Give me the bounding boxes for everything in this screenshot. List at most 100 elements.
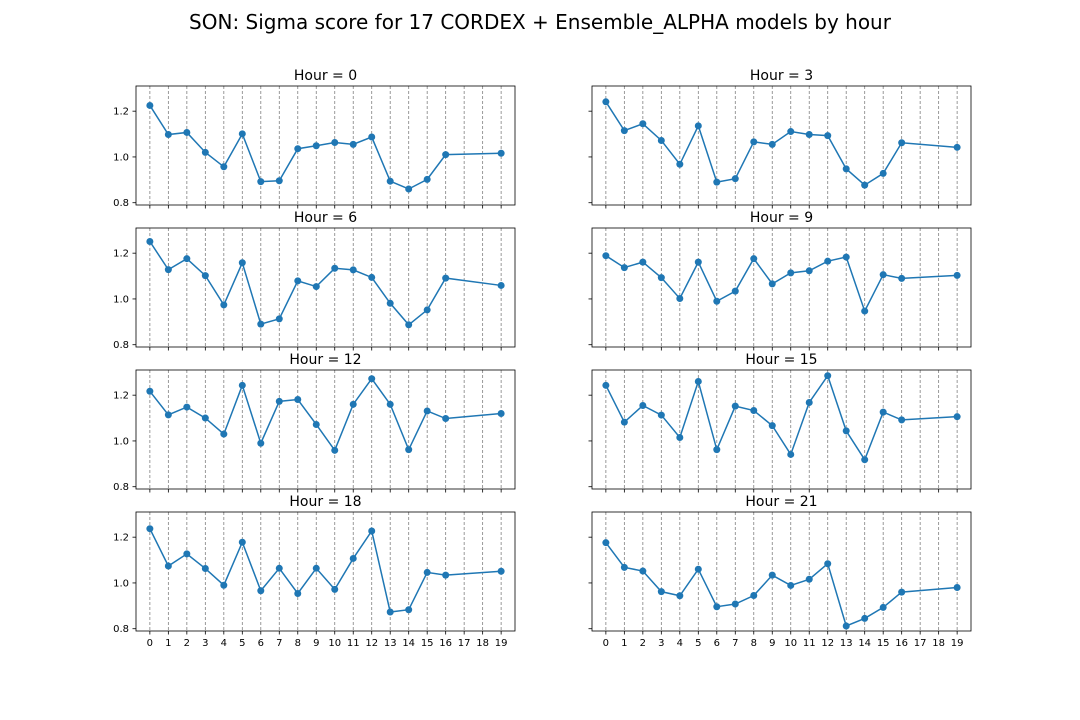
data-point — [312, 564, 320, 572]
data-point — [602, 381, 610, 389]
series-line — [605, 255, 958, 313]
subplot-2: Hour = 6 0.8 1.0 1.2 — [113, 210, 516, 351]
x-tick-label: 1 — [165, 638, 171, 649]
data-point — [349, 400, 357, 408]
x-tick-label: 9 — [313, 638, 319, 649]
data-point — [898, 416, 906, 424]
data-point — [201, 272, 209, 280]
y-tick-label: 1.2 — [113, 533, 129, 544]
data-point — [164, 131, 172, 139]
data-point — [405, 321, 413, 329]
data-point — [639, 258, 647, 266]
x-tick-label: 17 — [914, 638, 927, 649]
x-tick-label: 1 — [621, 638, 627, 649]
x-tick-label: 12 — [821, 638, 834, 649]
data-point — [787, 128, 795, 136]
data-point — [405, 446, 413, 454]
x-tick-label: 14 — [402, 638, 415, 649]
data-point — [787, 450, 795, 458]
data-point — [639, 401, 647, 409]
subplot-0: Hour = 0 0.8 1.0 1.2 — [113, 68, 516, 209]
series-line — [605, 374, 958, 462]
data-point — [768, 280, 776, 288]
data-point — [146, 101, 154, 109]
data-point — [639, 120, 647, 128]
data-point — [898, 588, 906, 596]
data-point — [497, 567, 505, 575]
data-point — [713, 297, 721, 305]
data-point — [657, 136, 665, 144]
data-point — [676, 592, 684, 600]
data-point — [694, 565, 702, 573]
x-tick-label: 6 — [714, 638, 720, 649]
data-point — [368, 375, 376, 383]
x-tick-label: 0 — [603, 638, 609, 649]
data-point — [657, 588, 665, 596]
data-point — [201, 414, 209, 422]
data-point — [294, 396, 302, 404]
data-point — [331, 264, 339, 272]
data-point — [731, 175, 739, 183]
data-point — [805, 575, 813, 583]
x-tick-label: 14 — [858, 638, 871, 649]
data-point — [275, 564, 283, 572]
data-point — [220, 581, 228, 589]
subplot-title: Hour = 0 — [294, 68, 357, 84]
data-point — [238, 259, 246, 267]
data-point — [713, 603, 721, 611]
subplot-grid: Hour = 0 0.8 1.0 1.2 Hour = 3 Hour = 6 0.8 1.0 1… — [113, 68, 972, 649]
data-point — [386, 177, 394, 185]
subplot-1: Hour = 3 — [588, 68, 972, 209]
subplot-title: Hour = 6 — [294, 210, 357, 226]
data-point — [879, 408, 887, 416]
data-point — [220, 163, 228, 171]
series-line — [149, 105, 502, 190]
x-tick-label: 16 — [895, 638, 908, 649]
data-point — [331, 139, 339, 147]
series-line — [149, 241, 502, 326]
data-point — [183, 403, 191, 411]
data-point — [497, 281, 505, 289]
data-point — [312, 283, 320, 291]
data-point — [331, 585, 339, 593]
data-point — [257, 320, 265, 328]
x-tick-label: 9 — [769, 638, 775, 649]
y-tick-label: 0.8 — [113, 340, 129, 351]
data-point — [602, 539, 610, 547]
x-tick-label: 11 — [803, 638, 816, 649]
data-point — [805, 131, 813, 139]
x-tick-label: 7 — [732, 638, 738, 649]
subplot-title: Hour = 3 — [750, 68, 813, 84]
data-point — [787, 269, 795, 277]
data-point — [879, 271, 887, 279]
x-tick-label: 10 — [328, 638, 341, 649]
x-tick-label: 2 — [640, 638, 646, 649]
series-line — [605, 542, 958, 627]
data-point — [620, 418, 628, 426]
data-point — [694, 377, 702, 385]
data-point — [879, 169, 887, 177]
data-point — [768, 140, 776, 148]
axes-frame — [591, 227, 972, 348]
x-tick-label: 15 — [421, 638, 434, 649]
data-point — [750, 407, 758, 415]
data-point — [294, 589, 302, 597]
subplot-title: Hour = 15 — [745, 352, 817, 368]
x-tick-label: 18 — [932, 638, 945, 649]
subplot-3: Hour = 9 — [588, 210, 972, 351]
data-point — [442, 151, 450, 159]
data-point — [331, 446, 339, 454]
data-point — [824, 132, 832, 140]
data-point — [898, 139, 906, 147]
data-point — [879, 603, 887, 611]
data-point — [183, 550, 191, 558]
data-point — [442, 274, 450, 282]
data-point — [898, 274, 906, 282]
data-point — [676, 160, 684, 168]
data-point — [201, 148, 209, 156]
data-point — [238, 130, 246, 138]
subplot-title: Hour = 21 — [745, 494, 817, 510]
data-point — [368, 527, 376, 535]
x-tick-label: 13 — [384, 638, 397, 649]
